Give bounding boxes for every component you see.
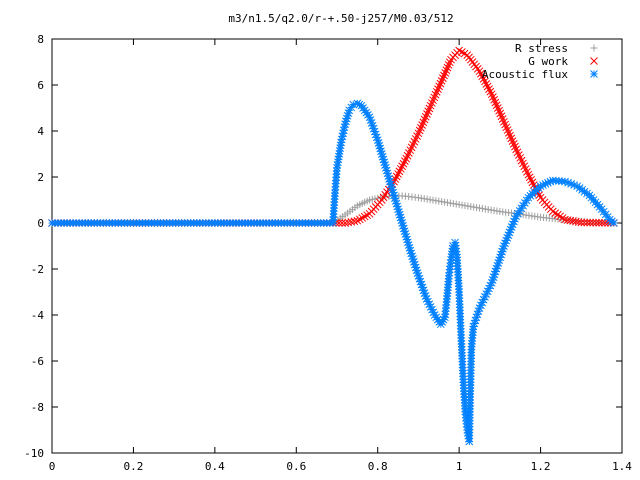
g-work-point [439, 74, 447, 82]
series-acoustic-flux [48, 99, 618, 446]
acoustic-flux-point [512, 212, 520, 220]
g-work-point [475, 67, 484, 76]
series-layer [48, 46, 618, 446]
y-tick-label: -10 [24, 447, 44, 460]
g-work-point [441, 68, 450, 77]
g-work-point [399, 159, 408, 168]
acoustic-flux-point [339, 126, 348, 135]
g-work-point [548, 207, 557, 216]
g-work-point [580, 218, 589, 227]
x-tick-label: 0.2 [123, 460, 143, 473]
g-work-point [595, 218, 603, 227]
x-tick-label: 0.6 [286, 460, 306, 473]
g-work-point [341, 219, 349, 227]
g-work-point [394, 170, 402, 178]
g-work-point [524, 170, 533, 179]
g-work-point [485, 85, 493, 93]
y-tick-label: -2 [31, 263, 44, 276]
g-work-point [440, 71, 448, 80]
g-work-point [477, 69, 485, 78]
g-work-point [528, 178, 537, 187]
g-work-point [442, 66, 451, 75]
legend-marker-g-work [590, 57, 598, 65]
g-work-point [355, 215, 364, 224]
legend-label: Acoustic flux [482, 68, 568, 81]
g-work-point [481, 77, 489, 86]
g-work-point [601, 219, 609, 227]
y-tick-label: -8 [31, 401, 44, 414]
g-work-point [527, 175, 535, 184]
g-work-point [338, 219, 346, 227]
y-tick-label: -4 [31, 309, 45, 322]
x-tick-label: 1.4 [612, 460, 632, 473]
g-work-point [344, 218, 353, 227]
legend-marker-acoustic-flux [590, 70, 598, 78]
acoustic-flux-point [610, 219, 618, 227]
y-tick-label: 4 [37, 125, 44, 138]
g-work-point [335, 219, 343, 227]
x-tick-label: 0.8 [368, 460, 388, 473]
x-tick-label: 1.2 [531, 460, 551, 473]
g-work-point [583, 218, 592, 227]
g-work-point [401, 157, 409, 166]
g-work-point [478, 72, 487, 81]
g-work-point [445, 58, 454, 67]
x-tick-label: 1 [456, 460, 463, 473]
legend-marker-r-stress [590, 44, 598, 52]
g-work-point [444, 61, 453, 69]
g-work-point [363, 211, 371, 220]
g-work-point [350, 217, 359, 226]
g-work-point [577, 218, 586, 227]
g-work-point [592, 218, 600, 227]
y-tick-label: 0 [37, 217, 44, 230]
g-work-point [586, 218, 595, 227]
g-work-point [360, 212, 369, 221]
legend-label: G work [528, 55, 568, 68]
g-work-point [358, 214, 367, 222]
g-work-point [479, 75, 488, 83]
g-work-point [486, 87, 495, 96]
x-axis-ticks: 0 0.2 0.4 0.6 0.8 1 1.2 1.4 [49, 39, 632, 473]
g-work-point [353, 216, 362, 225]
legend-label: R stress [515, 42, 568, 55]
g-work-point [396, 164, 405, 173]
g-work-point [395, 167, 404, 176]
g-work-point [525, 173, 534, 182]
y-tick-label: 8 [37, 33, 44, 46]
y-axis-ticks: -10 -8 -6 -4 -2 0 2 4 6 8 [24, 33, 622, 460]
g-work-point [443, 63, 452, 72]
g-work-point [347, 217, 356, 226]
g-work-point [392, 172, 401, 181]
y-tick-label: 6 [37, 79, 44, 92]
g-work-point [398, 162, 406, 171]
x-tick-label: 0.4 [205, 460, 225, 473]
plot-frame [51, 38, 623, 454]
x-tick-label: 0 [49, 460, 56, 473]
y-tick-label: 2 [37, 171, 44, 184]
g-work-point [483, 82, 492, 91]
g-work-point [482, 80, 491, 88]
chart-title: m3/n1.5/q2.0/r-+.50-j257/M0.03/512 [228, 12, 453, 25]
g-work-point [589, 218, 597, 227]
y-tick-label: -6 [31, 355, 44, 368]
